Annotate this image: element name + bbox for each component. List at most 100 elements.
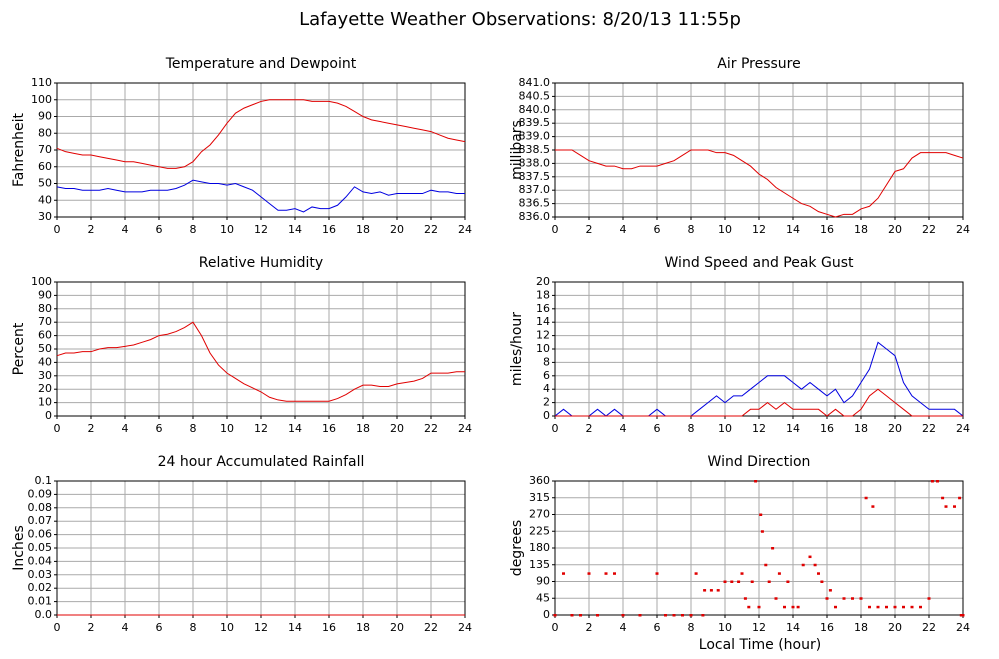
x-tick-label: 24 [956, 422, 970, 435]
data-point [553, 614, 557, 617]
data-point [941, 496, 945, 500]
data-point [919, 605, 922, 609]
x-tick-label: 6 [156, 223, 163, 236]
x-tick-label: 0 [552, 422, 559, 435]
data-line [555, 388, 963, 417]
y-axis-label: Inches [11, 525, 27, 570]
data-point [750, 580, 754, 583]
data-point [740, 572, 744, 575]
data-line [555, 149, 964, 218]
x-tick-label: 18 [356, 422, 370, 435]
x-tick-label: 0 [552, 223, 559, 236]
x-tick-label: 24 [956, 223, 970, 236]
x-tick-label: 8 [688, 621, 695, 634]
data-point [825, 597, 829, 600]
x-tick-label: 12 [752, 422, 766, 435]
y-tick-label: 0.06 [28, 528, 53, 541]
data-point [813, 563, 817, 567]
data-point [672, 614, 676, 617]
chart-title: Air Pressure [717, 56, 800, 72]
y-tick-label: 70 [38, 143, 52, 156]
data-point [902, 605, 905, 609]
y-tick-label: 90 [38, 288, 52, 301]
x-tick-label: 8 [190, 621, 197, 634]
y-tick-label: 10 [536, 342, 550, 355]
data-point [703, 589, 707, 592]
x-tick-label: 20 [390, 223, 404, 236]
x-tick-label: 4 [620, 621, 627, 634]
chart-title: Temperature and Dewpoint [165, 56, 357, 72]
x-tick-label: 4 [620, 422, 627, 435]
x-tick-label: 20 [390, 621, 404, 634]
x-tick-label: 12 [752, 223, 766, 236]
y-tick-label: 60 [38, 329, 52, 342]
x-tick-label: 22 [922, 422, 936, 435]
y-axis-label: millibars [509, 120, 525, 180]
x-tick-label: 24 [458, 621, 472, 634]
x-tick-label: 8 [190, 223, 197, 236]
y-tick-label: 270 [529, 508, 550, 521]
x-tick-label: 4 [122, 223, 129, 236]
x-tick-label: 14 [288, 223, 302, 236]
data-point [893, 605, 897, 609]
x-tick-label: 10 [220, 621, 234, 634]
data-point [817, 572, 820, 575]
y-tick-label: 0.02 [28, 581, 53, 594]
data-line [56, 179, 465, 213]
y-tick-label: 12 [536, 329, 550, 342]
x-tick-label: 22 [922, 223, 936, 236]
y-tick-label: 836.5 [519, 197, 551, 210]
data-point [754, 480, 758, 483]
x-tick-label: 2 [88, 422, 95, 435]
chart-title: Wind Speed and Peak Gust [665, 255, 854, 271]
data-point [842, 597, 846, 600]
x-tick-label: 16 [322, 422, 336, 435]
y-tick-label: 838.0 [519, 156, 551, 169]
data-point [777, 572, 781, 575]
data-point [562, 572, 565, 575]
x-tick-label: 0 [54, 621, 61, 634]
data-point [655, 572, 659, 575]
y-axis-label: Percent [11, 322, 27, 375]
x-tick-label: 14 [288, 422, 302, 435]
x-tick-label: 24 [458, 223, 472, 236]
x-tick-label: 18 [854, 621, 868, 634]
x-tick-label: 4 [122, 621, 129, 634]
x-tick-label: 22 [424, 621, 438, 634]
y-tick-label: 0.03 [28, 568, 53, 581]
x-tick-label: 2 [586, 422, 593, 435]
data-point [760, 530, 764, 533]
y-tick-label: 837.0 [519, 183, 551, 196]
y-tick-label: 90 [38, 110, 52, 123]
y-tick-label: 0.01 [28, 595, 53, 608]
data-point [927, 597, 931, 600]
y-tick-label: 8 [543, 355, 550, 368]
x-tick-label: 0 [552, 621, 559, 634]
data-point [801, 563, 805, 567]
data-point [808, 555, 812, 559]
y-tick-label: 30 [38, 369, 52, 382]
data-point [764, 563, 768, 567]
y-tick-label: 50 [38, 177, 52, 190]
data-point [796, 605, 800, 609]
data-point [820, 580, 824, 583]
data-point [681, 614, 684, 617]
data-point [791, 605, 795, 609]
x-tick-label: 2 [88, 223, 95, 236]
y-tick-label: 0 [543, 608, 550, 621]
data-point [936, 480, 939, 483]
data-point [613, 572, 616, 575]
x-tick-label: 12 [254, 422, 268, 435]
plot-frame [56, 281, 466, 417]
x-tick-label: 2 [88, 621, 95, 634]
x-tick-label: 8 [190, 422, 197, 435]
data-point [664, 614, 667, 617]
data-point [709, 589, 713, 592]
x-tick-label: 8 [688, 223, 695, 236]
y-tick-label: 10 [38, 396, 52, 409]
x-tick-label: 2 [586, 621, 593, 634]
x-tick-label: 12 [254, 621, 268, 634]
x-tick-label: 20 [888, 422, 902, 435]
data-point [930, 480, 934, 483]
